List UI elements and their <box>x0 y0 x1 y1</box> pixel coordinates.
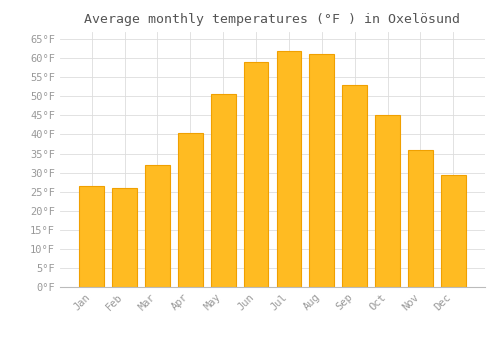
Bar <box>80 186 104 287</box>
Bar <box>342 85 367 287</box>
Bar <box>211 94 236 287</box>
Bar <box>441 175 466 287</box>
Bar <box>276 50 301 287</box>
Bar <box>145 165 170 287</box>
Title: Average monthly temperatures (°F ) in Oxelösund: Average monthly temperatures (°F ) in Ox… <box>84 13 460 26</box>
Bar <box>310 54 334 287</box>
Bar <box>178 133 203 287</box>
Bar <box>408 150 433 287</box>
Bar <box>112 188 137 287</box>
Bar <box>244 62 268 287</box>
Bar <box>376 116 400 287</box>
